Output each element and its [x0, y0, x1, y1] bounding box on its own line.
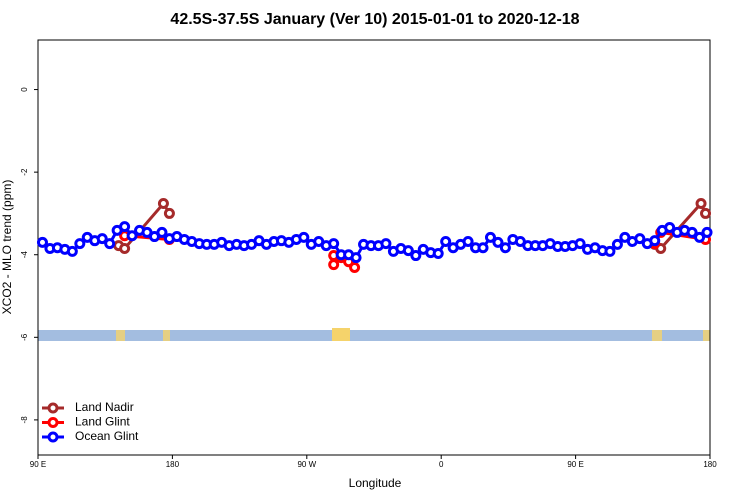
point: [440, 236, 452, 248]
legend-label: Land Nadir: [75, 400, 134, 414]
point: [350, 252, 362, 264]
point: [157, 198, 169, 210]
y-axis-label: XCO2 - MLO trend (ppm): [0, 180, 14, 315]
y-tick-label: -4: [20, 251, 29, 259]
point: [611, 238, 623, 250]
point: [492, 236, 504, 248]
point: [96, 233, 108, 245]
point: [298, 231, 310, 243]
point: [380, 238, 392, 250]
y-tick-label: 0: [20, 87, 29, 92]
point: [484, 231, 496, 243]
x-tick-label: 180: [166, 460, 180, 469]
chart-title: 42.5S-37.5S January (Ver 10) 2015-01-01 …: [170, 11, 579, 28]
point: [349, 262, 361, 274]
ocean-strip: [38, 330, 710, 341]
point: [328, 259, 340, 271]
x-tick-label: 0: [439, 460, 444, 469]
land-mask: [38, 328, 710, 341]
point: [664, 221, 676, 233]
land-patch: [652, 330, 662, 341]
legend-label: Land Glint: [75, 415, 130, 429]
point: [574, 238, 586, 250]
legend-marker: [47, 431, 59, 443]
point: [119, 243, 131, 255]
point: [402, 245, 414, 257]
legend-marker: [47, 417, 59, 428]
point: [701, 226, 713, 238]
point: [328, 238, 340, 250]
point: [477, 242, 489, 254]
y-tick-label: -2: [20, 168, 29, 176]
point: [119, 221, 131, 233]
land-patch: [116, 330, 125, 341]
point: [66, 245, 78, 257]
point: [156, 226, 168, 238]
point: [126, 230, 138, 242]
legend-marker: [47, 402, 59, 414]
x-tick-label: 90 W: [297, 460, 316, 469]
land-patch: [703, 330, 710, 341]
plot-frame: [37, 39, 711, 456]
legend-label: Ocean Glint: [75, 429, 139, 443]
point: [163, 207, 175, 219]
point: [36, 236, 48, 248]
point: [462, 236, 474, 248]
x-tick-label: 90 E: [30, 460, 46, 469]
point: [74, 238, 86, 250]
x-tick-label: 180: [703, 460, 717, 469]
point: [649, 235, 661, 247]
point: [499, 242, 511, 254]
point: [634, 233, 646, 245]
point: [432, 247, 444, 259]
y-tick-label: -6: [20, 333, 29, 341]
point: [410, 250, 422, 262]
x-tick-label: 90 E: [567, 460, 583, 469]
point: [695, 198, 707, 210]
y-tick-label: -8: [20, 416, 29, 424]
land-patch: [163, 330, 170, 341]
point: [104, 238, 116, 250]
x-axis-label: Longitude: [349, 476, 402, 490]
point: [604, 245, 616, 257]
land-patch: [332, 328, 350, 341]
point: [686, 226, 698, 238]
point: [700, 207, 712, 219]
point: [694, 231, 706, 243]
